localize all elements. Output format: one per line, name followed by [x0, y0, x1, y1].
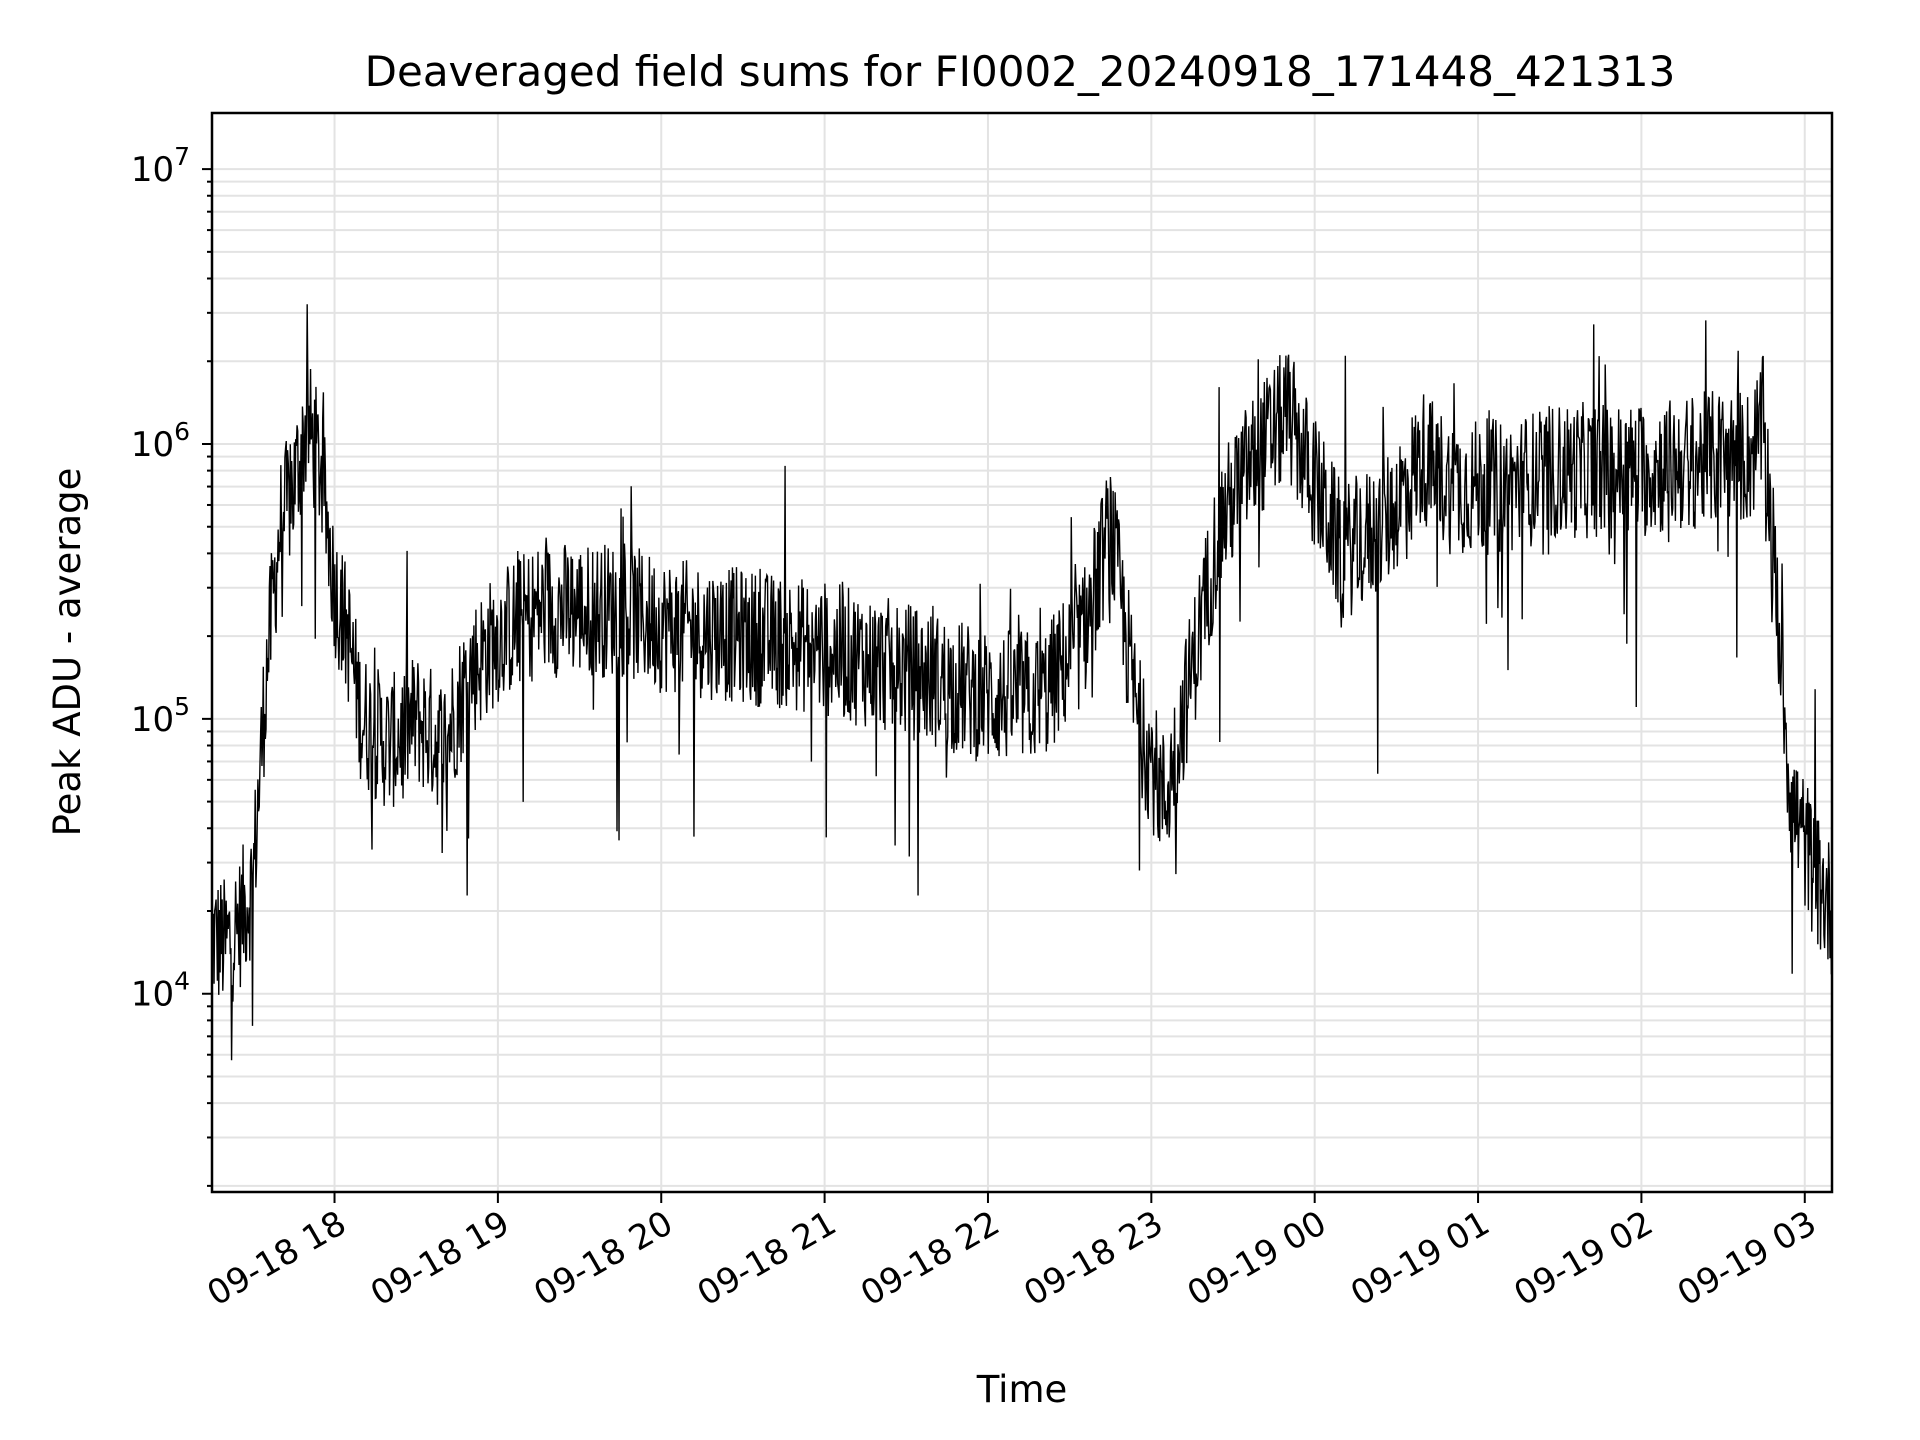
- x-tick-label: 09-18 21: [691, 1203, 843, 1314]
- y-tick-label: 107: [131, 142, 190, 190]
- x-tick-label: 09-19 00: [1181, 1203, 1333, 1314]
- x-tick-label: 09-18 22: [854, 1203, 1006, 1314]
- x-tick-label: 09-18 19: [364, 1203, 516, 1314]
- x-axis-label: Time: [976, 1368, 1068, 1411]
- y-tick-label: 105: [131, 692, 190, 740]
- y-axis-label: Peak ADU - average: [46, 468, 89, 837]
- x-tick-label: 09-18 20: [527, 1203, 679, 1314]
- y-tick-label: 106: [131, 417, 190, 465]
- x-tick-label: 09-18 23: [1017, 1203, 1169, 1314]
- series-line: [211, 304, 1833, 1061]
- chart-title: Deaveraged field sums for FI0002_2024091…: [365, 47, 1676, 96]
- x-tick-label: 09-19 01: [1344, 1203, 1496, 1314]
- x-tick-label: 09-19 02: [1508, 1203, 1660, 1314]
- plot-frame: [210, 111, 1834, 1194]
- x-tick-label: 09-18 18: [201, 1203, 353, 1314]
- y-tick-label: 104: [131, 967, 190, 1015]
- data-series: [211, 304, 1833, 1061]
- x-tick-label: 09-19 03: [1671, 1203, 1823, 1314]
